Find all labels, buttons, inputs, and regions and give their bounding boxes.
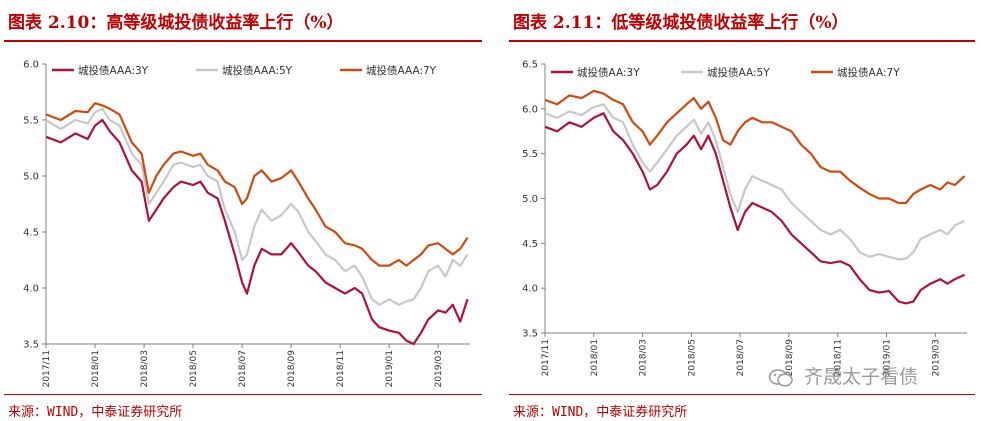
left-source-note: 来源：WIND，中泰证券研究所 xyxy=(8,405,183,420)
left-legend-item-2: 城投债AAA:5Y xyxy=(196,64,293,77)
left-x-tick-label: 2018/11 xyxy=(336,350,346,387)
right-figure-title: 图表 2.11：低等级城投债收益率上行（%） xyxy=(513,13,849,33)
right-source-rule xyxy=(509,394,975,395)
right-legend-label: 城投债AA:5Y xyxy=(707,66,770,79)
watermark-text: 齐晟太子看债 xyxy=(804,366,919,388)
right-legend-label: 城投债AA:7Y xyxy=(837,66,900,79)
right-y-tick-label: 6.5 xyxy=(522,60,538,71)
right-series-line-2 xyxy=(544,103,966,261)
right-y-tick-label: 4.5 xyxy=(522,239,538,250)
left-y-tick-label: 4.5 xyxy=(23,228,39,239)
right-y-tick-label: 5.0 xyxy=(522,194,538,205)
right-legend-item-2: 城投债AA:5Y xyxy=(681,66,770,79)
left-series-line-1 xyxy=(45,118,469,346)
right-legend-label: 城投债AA:3Y xyxy=(577,66,640,79)
left-y-tick-label: 5.0 xyxy=(23,172,39,183)
right-x-tick-label: 2018/03 xyxy=(639,339,649,376)
right-y-tick-label: 5.5 xyxy=(522,149,538,160)
wechat-icon xyxy=(768,368,793,387)
right-figure-panel: 图表 2.11：低等级城投债收益率上行（%） 3.5 4.0 4.5 5.0 5.5 6.… xyxy=(505,0,981,421)
left-x-tick-label: 2018/09 xyxy=(287,350,297,388)
right-x-tick-label: 2018/07 xyxy=(736,339,746,376)
left-y-tick-label: 3.5 xyxy=(23,340,39,351)
left-figure-title: 图表 2.10：高等级城投债收益率上行（%） xyxy=(8,13,344,33)
left-legend-item-1: 城投债AAA:3Y xyxy=(52,64,149,77)
left-x-tick-label: 2019/03 xyxy=(434,350,444,387)
left-x-tick-label: 2017/11 xyxy=(42,350,52,387)
right-source-note: 来源：WIND，中泰证券研究所 xyxy=(513,405,688,420)
left-y-tick-label: 6.0 xyxy=(23,60,39,71)
right-x-tick-label: 2018/05 xyxy=(687,339,697,376)
right-y-tick-label: 6.0 xyxy=(522,104,538,115)
right-series-line-3 xyxy=(544,89,966,205)
left-x-tick-label: 2019/01 xyxy=(385,350,395,387)
left-y-tick-label: 4.0 xyxy=(23,284,39,295)
right-legend-item-1: 城投债AA:3Y xyxy=(551,66,640,79)
right-x-tick-label: 2019/01 xyxy=(883,339,893,376)
right-series-line-1 xyxy=(544,112,966,305)
left-legend-label: 城投债AAA:7Y xyxy=(366,64,437,77)
left-source-rule xyxy=(4,394,482,395)
watermark: 齐晟太子看债 xyxy=(768,362,918,389)
left-legend-label: 城投债AAA:3Y xyxy=(78,64,149,77)
right-y-tick-label: 3.5 xyxy=(522,329,538,340)
right-x-tick-label: 2019/03 xyxy=(931,339,941,376)
left-figure-panel: 图表 2.10：高等级城投债收益率上行（%） 3.5 4.0 4.5 5.0 5.5 6.… xyxy=(0,0,488,421)
left-x-tick-label: 2018/05 xyxy=(189,350,199,387)
right-title-rule xyxy=(509,40,975,42)
left-legend-label: 城投债AAA:5Y xyxy=(222,64,293,77)
left-legend-item-3: 城投债AAA:7Y xyxy=(340,64,437,77)
right-x-tick-label: 2018/11 xyxy=(834,339,844,376)
left-line-chart: 3.5 4.0 4.5 5.0 5.5 6.0 2017/11 2018/01 2018/03 2… xyxy=(23,60,470,388)
right-legend-item-3: 城投债AA:7Y xyxy=(811,66,900,79)
left-y-tick-label: 5.5 xyxy=(23,116,39,127)
right-y-tick-label: 4.0 xyxy=(522,284,538,295)
left-series-line-3 xyxy=(45,102,469,267)
right-line-chart: 3.5 4.0 4.5 5.0 5.5 6.0 6.5 2017/11 2018/01 2018/… xyxy=(522,60,967,377)
right-x-tick-label: 2018/09 xyxy=(785,339,795,377)
right-x-tick-label: 2017/11 xyxy=(541,339,551,376)
left-x-tick-label: 2018/01 xyxy=(91,350,101,387)
left-x-tick-label: 2018/07 xyxy=(238,350,248,387)
left-title-rule xyxy=(4,40,482,42)
left-x-tick-label: 2018/03 xyxy=(140,350,150,387)
left-series-line-2 xyxy=(45,107,469,306)
right-x-tick-label: 2018/01 xyxy=(590,339,600,376)
